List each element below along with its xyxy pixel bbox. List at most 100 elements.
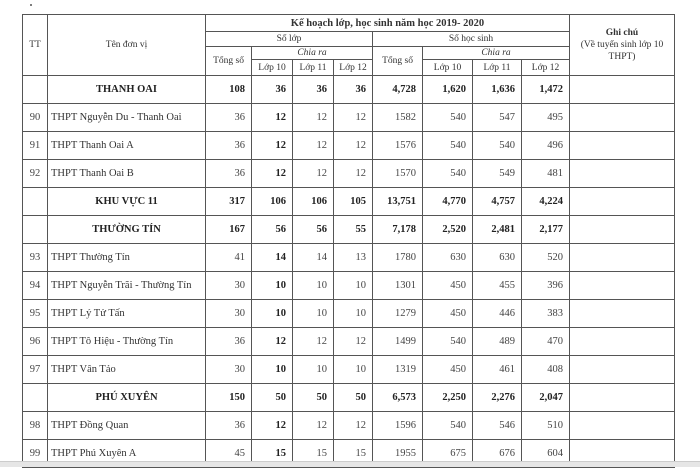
cell-tt: 91 <box>22 131 48 160</box>
cell-s-total: 1596 <box>372 411 423 440</box>
cell-c11: 12 <box>292 159 334 188</box>
cell-c-total: 36 <box>205 327 252 356</box>
cell-note <box>569 243 675 272</box>
cell-c10: 10 <box>251 299 293 328</box>
cell-s-total: 1301 <box>372 271 423 300</box>
cell-s-total: 1319 <box>372 355 423 384</box>
cell-s10: 450 <box>422 299 473 328</box>
cell-name: THPT Tô Hiệu - Thường Tín <box>47 327 206 356</box>
cell-c11: 36 <box>292 75 334 104</box>
cell-s12: 2,177 <box>521 215 570 244</box>
cell-c12: 12 <box>333 159 373 188</box>
cell-s11: 4,757 <box>472 187 522 216</box>
cell-s11: 630 <box>472 243 522 272</box>
cell-c11: 10 <box>292 299 334 328</box>
cell-c12: 36 <box>333 75 373 104</box>
cell-s12: 1,472 <box>521 75 570 104</box>
col-name-header: Tên đơn vị <box>47 14 206 76</box>
cell-s12: 520 <box>521 243 570 272</box>
cell-note <box>569 103 675 132</box>
classes-grade10-header: Lớp 10 <box>251 59 293 76</box>
cell-s-total: 1570 <box>372 159 423 188</box>
cell-c-total: 30 <box>205 355 252 384</box>
enrollment-plan-table: TT Tên đơn vị Kế hoạch lớp, học sinh năm… <box>22 14 675 468</box>
cell-c12: 105 <box>333 187 373 216</box>
table-row: 97 THPT Vân Tảo 30 10 10 10 1319 450 461 408 <box>22 355 675 384</box>
cell-c11: 10 <box>292 271 334 300</box>
cell-s-total: 1499 <box>372 327 423 356</box>
cell-c12: 50 <box>333 383 373 412</box>
cell-c10: 56 <box>251 215 293 244</box>
cell-c12: 10 <box>333 355 373 384</box>
cell-c10: 50 <box>251 383 293 412</box>
cell-c-total: 150 <box>205 383 252 412</box>
cell-c11: 12 <box>292 411 334 440</box>
cell-tt: 92 <box>22 159 48 188</box>
cell-c-total: 36 <box>205 103 252 132</box>
table-row: 92 THPT Thanh Oai B 36 12 12 12 1570 540 549 481 <box>22 159 675 188</box>
cell-s10: 2,520 <box>422 215 473 244</box>
cell-note <box>569 159 675 188</box>
cell-c-total: 41 <box>205 243 252 272</box>
classes-grade12-header: Lớp 12 <box>333 59 373 76</box>
cell-note <box>569 215 675 244</box>
students-total-header: Tổng số <box>372 46 423 76</box>
cell-s-total: 1279 <box>372 299 423 328</box>
cell-s-total: 4,728 <box>372 75 423 104</box>
plan-title-header: Kế hoạch lớp, học sinh năm học 2019- 202… <box>205 14 570 32</box>
cell-s12: 481 <box>521 159 570 188</box>
cell-s-total: 6,573 <box>372 383 423 412</box>
cell-note <box>569 411 675 440</box>
cell-s10: 2,250 <box>422 383 473 412</box>
cell-c11: 12 <box>292 131 334 160</box>
cell-s12: 470 <box>521 327 570 356</box>
cell-tt <box>22 75 48 104</box>
cell-s12: 510 <box>521 411 570 440</box>
cell-name: THPT Lý Tử Tấn <box>47 299 206 328</box>
cell-c10: 12 <box>251 159 293 188</box>
cell-s12: 496 <box>521 131 570 160</box>
cell-name: PHÚ XUYÊN <box>47 383 206 412</box>
cell-tt: 98 <box>22 411 48 440</box>
cell-tt: 93 <box>22 243 48 272</box>
table-group-row: KHU VỰC 11 317 106 106 105 13,751 4,770 4,757 4,… <box>22 187 675 216</box>
cell-s-total: 1582 <box>372 103 423 132</box>
cell-s11: 2,481 <box>472 215 522 244</box>
cell-s10: 630 <box>422 243 473 272</box>
cell-c10: 12 <box>251 103 293 132</box>
cell-s10: 450 <box>422 355 473 384</box>
cell-c10: 12 <box>251 327 293 356</box>
cell-s11: 546 <box>472 411 522 440</box>
cell-s12: 408 <box>521 355 570 384</box>
cell-s11: 540 <box>472 131 522 160</box>
table-row: 94 THPT Nguyễn Trãi - Thường Tín 30 10 10 10 1… <box>22 271 675 300</box>
cell-s-total: 13,751 <box>372 187 423 216</box>
cell-c11: 56 <box>292 215 334 244</box>
cell-note <box>569 131 675 160</box>
cell-s11: 446 <box>472 299 522 328</box>
cell-c12: 10 <box>333 271 373 300</box>
cell-s12: 2,047 <box>521 383 570 412</box>
classes-split-header: Chia ra <box>251 46 373 60</box>
cell-c10: 10 <box>251 355 293 384</box>
cell-name: THANH OAI <box>47 75 206 104</box>
table-row: 98 THPT Đồng Quan 36 12 12 12 1596 540 546 510 <box>22 411 675 440</box>
classes-total-header: Tổng số <box>205 46 252 76</box>
cell-tt <box>22 215 48 244</box>
page-bottom-edge <box>0 461 700 467</box>
cell-c-total: 30 <box>205 271 252 300</box>
cell-c12: 55 <box>333 215 373 244</box>
cell-name: KHU VỰC 11 <box>47 187 206 216</box>
cell-c12: 13 <box>333 243 373 272</box>
cell-c-total: 167 <box>205 215 252 244</box>
cell-name: THPT Vân Tảo <box>47 355 206 384</box>
cell-c11: 14 <box>292 243 334 272</box>
cell-c10: 12 <box>251 131 293 160</box>
cell-note <box>569 355 675 384</box>
cell-s12: 495 <box>521 103 570 132</box>
cell-c11: 50 <box>292 383 334 412</box>
cell-c12: 10 <box>333 299 373 328</box>
cell-c-total: 30 <box>205 299 252 328</box>
cell-tt <box>22 383 48 412</box>
cell-note <box>569 187 675 216</box>
